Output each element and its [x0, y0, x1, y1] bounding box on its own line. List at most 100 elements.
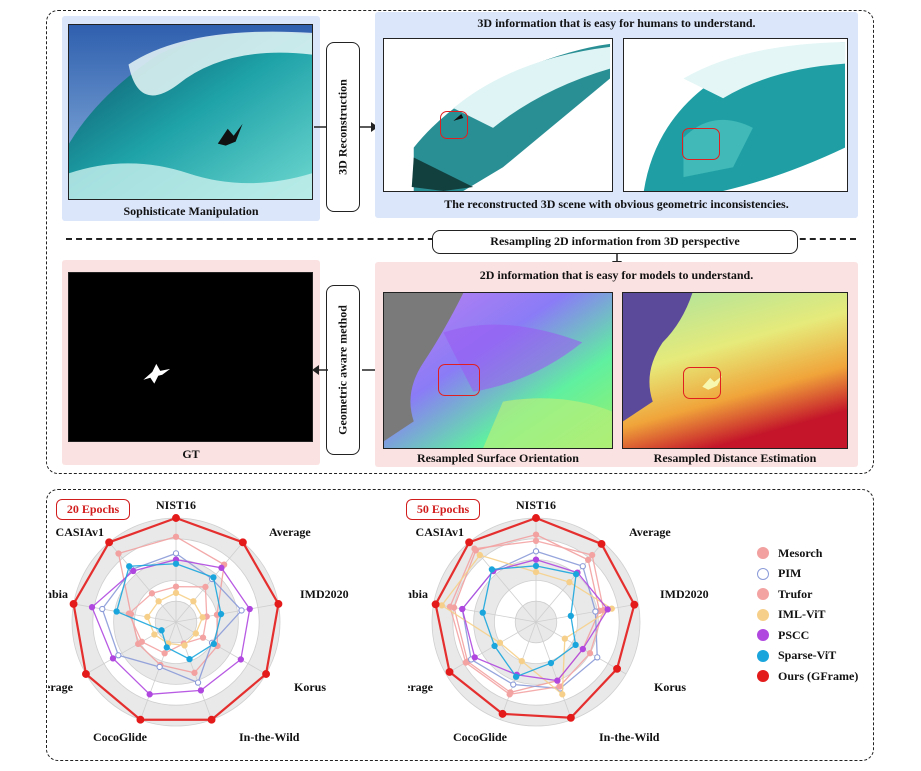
radar-axis-label: Korus: [294, 680, 326, 694]
legend-marker: [757, 547, 769, 559]
radar-point: [445, 667, 454, 676]
surfer-wave-image: [68, 24, 313, 200]
radar-point: [207, 715, 216, 724]
radar-spoke: [175, 603, 279, 623]
inconsistency-marker-left: [440, 111, 468, 139]
radar-axis-label: Average: [629, 525, 671, 539]
radar-point: [566, 713, 575, 722]
radar-point: [532, 548, 540, 555]
radar-point: [476, 551, 483, 559]
radar-axis-label: CocoGlide: [453, 730, 508, 744]
legend-item: IML-ViT: [757, 607, 826, 623]
radar-spoke: [175, 542, 244, 623]
radar-point: [465, 538, 474, 547]
radar-point: [172, 514, 180, 522]
radar-point: [446, 603, 454, 610]
radar-series-line: [128, 585, 208, 655]
radar-point: [202, 583, 209, 591]
radar-point: [532, 562, 540, 569]
radar-chart-left: NIST16 Average IMD2020 Korus In-the-Wild Coco…: [48, 494, 393, 756]
radar-point: [186, 655, 193, 663]
radar-point: [459, 605, 466, 613]
radar-spoke: [500, 621, 537, 720]
radar-point: [148, 590, 156, 597]
surface-orientation-image: [383, 292, 613, 449]
radar-point: [218, 564, 225, 571]
arrow-to-gt: [312, 365, 376, 375]
radar-point: [547, 659, 555, 667]
inconsistency-marker-right: [682, 128, 720, 160]
radar-series: [438, 551, 615, 698]
radar-series-line: [146, 592, 204, 647]
radar-spoke: [535, 621, 572, 720]
radar-axis-label: IMD2020: [660, 587, 709, 601]
radar-point: [554, 677, 561, 684]
recon-panel-caption: The reconstructed 3D scene with obvious …: [444, 197, 789, 211]
radar-axis-label: In-the-Wild: [599, 730, 660, 744]
model-panel-title: 2D information that is easy for models t…: [479, 268, 754, 282]
radar-series-line: [91, 558, 251, 695]
radar-point: [532, 531, 540, 538]
radar-point: [156, 663, 163, 671]
radar-point: [172, 533, 180, 540]
radar-point: [69, 599, 78, 608]
radar-point: [210, 574, 217, 581]
radar-point: [510, 681, 517, 688]
radar-axis-label: CASIAv1: [416, 525, 464, 539]
radar-axis-label: Columbia: [48, 587, 68, 601]
legend-label: Trufor: [778, 586, 813, 601]
legend-item: Sparse-ViT: [757, 648, 836, 664]
radar-point: [115, 652, 122, 659]
radar-spoke: [445, 621, 537, 675]
radar-axis-label: NIST16: [156, 498, 196, 512]
pipeline-section: [46, 10, 874, 474]
radar-axis-label: In-the-Wild: [239, 730, 300, 744]
radar-point: [506, 691, 513, 698]
radar-point: [579, 645, 586, 653]
radar-series-line: [440, 554, 614, 696]
radar-spoke: [535, 603, 639, 623]
legend-label: Ours (GFrame): [778, 668, 859, 683]
radar-series: [431, 514, 639, 722]
left-epoch-badge: 20 Epochs: [56, 499, 130, 520]
radar-point: [567, 612, 574, 620]
radar-axis-label: IMD2020: [300, 587, 349, 601]
radar-point: [479, 609, 486, 616]
source-caption: Sophisticate Manipulation: [123, 204, 259, 218]
legend-label: PIM: [778, 566, 802, 580]
radar-point: [532, 514, 540, 522]
radar-point: [199, 614, 206, 621]
radar-point: [584, 556, 592, 564]
radar-point: [194, 679, 202, 686]
legend-item: Ours (GFrame): [757, 668, 858, 684]
radar-point: [471, 545, 478, 552]
radar-point: [246, 605, 253, 613]
recon-view-right-image: [623, 38, 848, 192]
radar-point: [586, 650, 594, 657]
distance-marker: [683, 367, 721, 399]
radar-point: [498, 709, 507, 718]
radar-point: [197, 687, 205, 694]
radar-point: [151, 631, 158, 638]
radar-series-line: [72, 516, 280, 721]
legend-label: Sparse-ViT: [778, 648, 837, 662]
radar-series-line: [101, 552, 243, 684]
legend-label: PSCC: [778, 627, 810, 642]
resample-step-box: Resampling 2D information from 3D perspe…: [432, 230, 798, 254]
radar-axis-label: Korus: [654, 680, 686, 694]
right-epoch-badge: 50 Epochs: [406, 499, 480, 520]
recon-view-left-image: [383, 38, 613, 192]
radar-series: [479, 562, 580, 680]
radar-point: [491, 642, 498, 650]
radar-point: [192, 630, 199, 637]
surface-marker: [438, 364, 480, 396]
radar-series: [69, 514, 283, 724]
radar-point: [181, 642, 188, 649]
radar-point: [155, 598, 162, 605]
legend-marker: [757, 629, 769, 641]
legend-item: Trufor: [757, 586, 812, 602]
radar-point: [579, 563, 586, 570]
radar-axis-label: NIST16: [516, 498, 556, 512]
radar-chart-right-svg: NIST16 Average IMD2020 Korus In-the-Wild Coco…: [408, 498, 709, 744]
recon-panel-title: 3D information that is easy for humans t…: [477, 16, 756, 30]
